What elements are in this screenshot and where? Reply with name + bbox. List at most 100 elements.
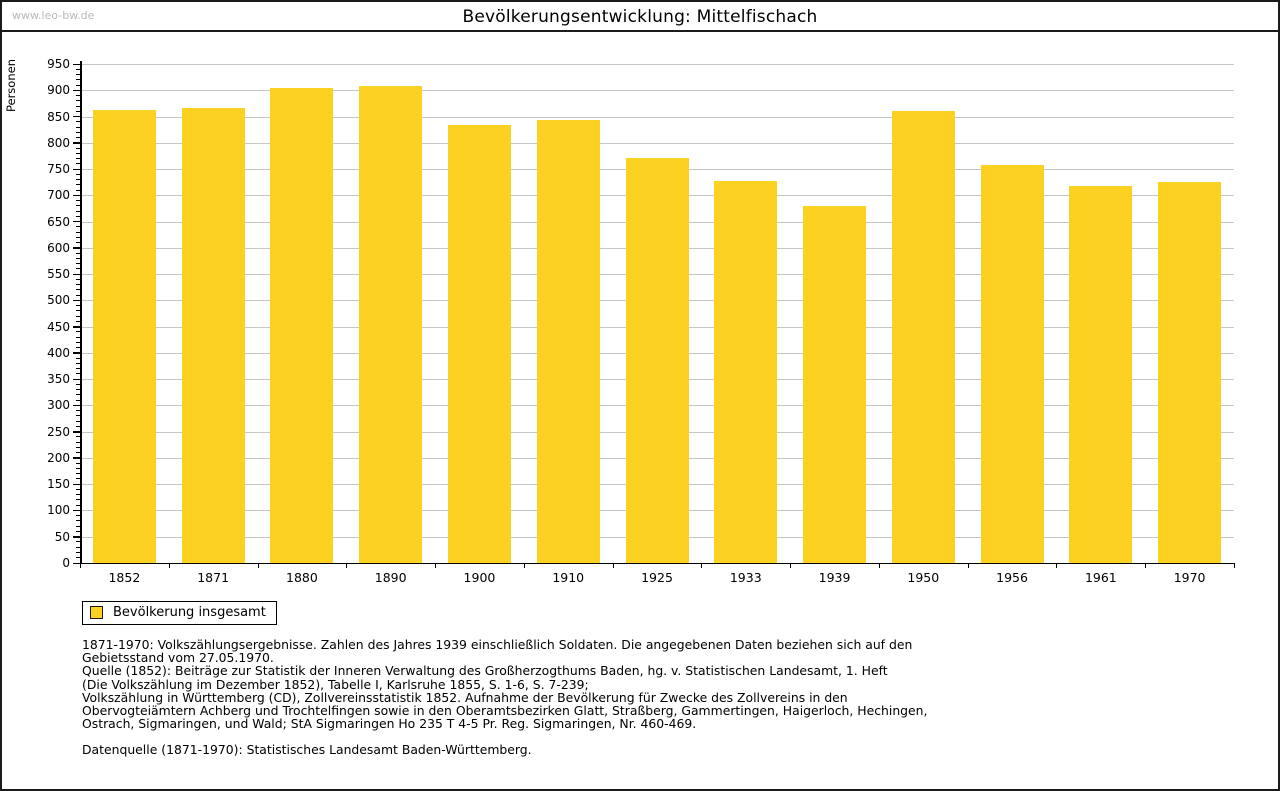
y-major-tick — [73, 562, 80, 564]
x-boundary-tick — [168, 564, 170, 568]
y-minor-tick — [76, 147, 80, 149]
x-boundary-tick — [612, 564, 614, 568]
x-boundary-tick — [1234, 564, 1235, 568]
legend-label: Bevölkerung insgesamt — [113, 605, 266, 620]
y-minor-tick — [76, 320, 80, 322]
y-minor-tick — [76, 268, 80, 270]
y-minor-tick — [76, 68, 80, 70]
bar-1852 — [92, 109, 156, 563]
y-tick-label: 200 — [47, 450, 70, 465]
gridline — [80, 90, 1234, 92]
y-minor-tick — [76, 557, 80, 559]
y-minor-tick — [76, 215, 80, 217]
y-minor-tick — [76, 478, 80, 480]
y-minor-tick — [76, 551, 80, 553]
y-minor-tick — [76, 494, 80, 496]
footnote-line: Gebietsstand vom 27.05.1970. — [82, 650, 274, 666]
bar-1956 — [980, 165, 1044, 563]
y-minor-tick — [76, 520, 80, 522]
y-minor-tick — [76, 436, 80, 438]
bar-1950 — [891, 110, 955, 563]
x-boundary-tick — [346, 564, 348, 568]
y-minor-tick — [76, 131, 80, 133]
x-tick-label: 1900 — [463, 570, 496, 585]
y-minor-tick — [76, 263, 80, 265]
y-major-tick — [73, 247, 80, 249]
x-tick-label: 1933 — [729, 570, 762, 585]
x-tick-label: 1970 — [1173, 570, 1206, 585]
y-minor-tick — [76, 100, 80, 102]
y-minor-tick — [76, 452, 80, 454]
y-minor-tick — [76, 189, 80, 191]
y-minor-tick — [76, 347, 80, 349]
y-minor-tick — [76, 110, 80, 112]
y-minor-tick — [76, 226, 80, 228]
x-tick-label: 1890 — [374, 570, 407, 585]
y-minor-tick — [76, 462, 80, 464]
y-minor-tick — [76, 336, 80, 338]
y-tick-label: 950 — [47, 57, 70, 71]
y-minor-tick — [76, 200, 80, 202]
y-minor-tick — [76, 357, 80, 359]
x-tick-label: 1956 — [996, 570, 1028, 585]
y-minor-tick — [76, 231, 80, 233]
y-major-tick — [73, 378, 80, 381]
y-minor-tick — [76, 95, 80, 97]
gridline — [80, 116, 1234, 118]
y-minor-tick — [76, 415, 80, 417]
bar-1890 — [359, 85, 423, 563]
x-tick-label: 1939 — [818, 570, 851, 585]
x-boundary-tick — [967, 564, 969, 568]
y-minor-tick — [76, 362, 80, 364]
bar-1871 — [181, 108, 245, 563]
y-minor-tick — [76, 205, 80, 207]
y-minor-tick — [76, 368, 80, 370]
page-header: www.leo-bw.de Bevölkerungsentwicklung: M… — [2, 2, 1278, 32]
y-minor-tick — [76, 425, 80, 427]
y-minor-tick — [76, 210, 80, 212]
y-tick-label: 550 — [47, 267, 70, 282]
footnote-line: Volkszählung in Württemberg (CD), Zollve… — [82, 689, 848, 705]
y-minor-tick — [76, 74, 80, 75]
y-tick-label: 500 — [47, 293, 70, 308]
y-minor-tick — [76, 373, 80, 375]
y-tick-label: 250 — [47, 424, 70, 439]
y-tick-label: 700 — [47, 188, 70, 203]
y-tick-label: 850 — [47, 109, 70, 124]
y-minor-tick — [76, 152, 80, 154]
x-tick-label: 1880 — [286, 570, 318, 585]
y-major-tick — [73, 404, 80, 407]
chart-footnotes: 1871-1970: Volkszählungsergebnisse. Zahl… — [82, 638, 927, 757]
y-minor-tick — [76, 530, 80, 532]
y-tick-label: 750 — [47, 162, 70, 177]
x-tick-label: 1950 — [907, 570, 940, 585]
y-tick-label: 400 — [47, 345, 70, 360]
y-minor-tick — [76, 252, 80, 254]
x-boundary-tick — [1056, 564, 1058, 568]
y-axis-line — [80, 61, 82, 563]
x-boundary-tick — [435, 564, 437, 568]
y-minor-tick — [76, 289, 80, 291]
y-minor-tick — [76, 546, 80, 548]
x-axis-line — [80, 562, 1235, 565]
y-minor-tick — [76, 410, 80, 412]
x-boundary-tick — [701, 564, 703, 568]
gridline — [80, 142, 1234, 144]
y-major-tick — [73, 194, 80, 197]
bar-1939 — [803, 205, 867, 563]
site-watermark: www.leo-bw.de — [12, 9, 95, 22]
y-minor-tick — [76, 515, 80, 517]
x-tick-label: 1961 — [1084, 570, 1117, 585]
y-major-tick — [73, 431, 80, 433]
x-boundary-tick — [257, 564, 259, 568]
y-tick-label: 50 — [54, 529, 70, 544]
y-tick-label: 100 — [47, 503, 70, 518]
x-tick-label: 1925 — [641, 570, 673, 585]
y-minor-tick — [76, 473, 80, 475]
y-major-tick — [73, 116, 80, 118]
y-tick-label: 800 — [47, 135, 70, 150]
y-minor-tick — [76, 173, 80, 175]
y-minor-tick — [76, 184, 80, 186]
x-tick-label: 1871 — [197, 570, 230, 585]
x-tick-label: 1852 — [108, 570, 141, 585]
